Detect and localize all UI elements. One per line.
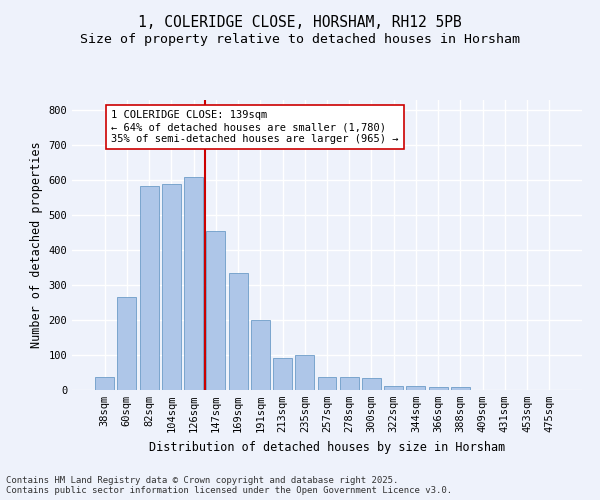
Bar [206, 231, 225, 390]
Bar [295, 355, 314, 390]
Bar [429, 386, 448, 390]
Bar [317, 376, 337, 390]
Text: 1, COLERIDGE CLOSE, HORSHAM, RH12 5PB: 1, COLERIDGE CLOSE, HORSHAM, RH12 5PB [138, 15, 462, 30]
Text: 1 COLERIDGE CLOSE: 139sqm
← 64% of detached houses are smaller (1,780)
35% of se: 1 COLERIDGE CLOSE: 139sqm ← 64% of detac… [112, 110, 399, 144]
Bar [229, 273, 248, 390]
Text: Contains HM Land Registry data © Crown copyright and database right 2025.
Contai: Contains HM Land Registry data © Crown c… [6, 476, 452, 495]
Bar [184, 177, 203, 390]
Bar [451, 387, 470, 390]
Bar [362, 378, 381, 390]
Bar [251, 320, 270, 390]
Bar [118, 298, 136, 390]
Bar [273, 358, 292, 390]
Bar [340, 376, 359, 390]
Bar [140, 186, 158, 390]
Bar [95, 376, 114, 390]
Bar [384, 386, 403, 390]
Bar [406, 386, 425, 390]
Bar [162, 184, 181, 390]
X-axis label: Distribution of detached houses by size in Horsham: Distribution of detached houses by size … [149, 440, 505, 454]
Text: Size of property relative to detached houses in Horsham: Size of property relative to detached ho… [80, 32, 520, 46]
Y-axis label: Number of detached properties: Number of detached properties [30, 142, 43, 348]
